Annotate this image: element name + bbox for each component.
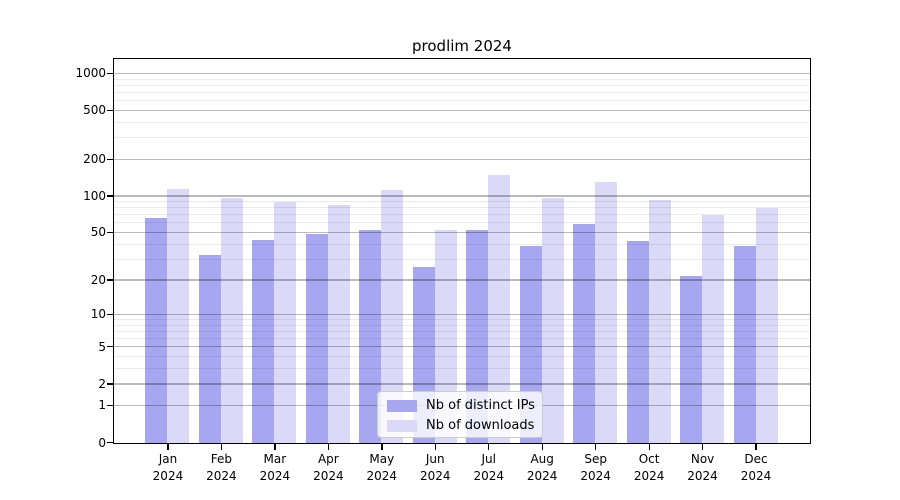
x-tick-label: Oct 2024 bbox=[633, 452, 665, 483]
y-tick-mark bbox=[107, 231, 113, 234]
x-tick-mark bbox=[274, 444, 276, 450]
x-tick-label: Jul 2024 bbox=[473, 452, 504, 483]
bar-ips-mar bbox=[252, 239, 275, 443]
y-tick-mark bbox=[107, 72, 113, 75]
y-tick-label: 50 bbox=[90, 225, 106, 240]
x-tick-label: Apr 2024 bbox=[313, 452, 344, 483]
y-tick-mark bbox=[107, 404, 113, 407]
x-tick-label: May 2024 bbox=[366, 452, 398, 483]
y-tick-label: 5 bbox=[98, 339, 106, 354]
bar-downloads-jul bbox=[488, 175, 511, 443]
bar-ips-may bbox=[359, 229, 382, 443]
y-tick-mark bbox=[107, 383, 113, 385]
bar-ips-sep bbox=[573, 224, 596, 443]
x-tick-label: Jun 2024 bbox=[419, 452, 451, 483]
bar-ips-jul bbox=[466, 229, 489, 443]
bar-downloads-may bbox=[381, 190, 404, 443]
y-tick-mark bbox=[107, 195, 113, 197]
y-tick-label: 0 bbox=[98, 435, 106, 450]
bar-ips-oct bbox=[626, 240, 649, 443]
x-tick-mark bbox=[701, 444, 704, 450]
y-tick-label: 2 bbox=[98, 376, 106, 391]
legend-label-distinct-ips: Nb of distinct IPs bbox=[426, 398, 535, 413]
bar-downloads-mar bbox=[274, 202, 297, 443]
y-tick-mark bbox=[107, 158, 113, 160]
legend-item-downloads: Nb of downloads bbox=[378, 416, 542, 436]
bar-downloads-nov bbox=[702, 215, 725, 443]
x-tick-mark bbox=[755, 444, 757, 450]
x-tick-label: Sep 2024 bbox=[580, 452, 611, 483]
bar-ips-dec bbox=[733, 245, 756, 443]
y-tick-mark bbox=[107, 346, 113, 348]
x-tick-mark bbox=[488, 444, 490, 450]
y-tick-label: 1 bbox=[98, 398, 106, 413]
y-tick-mark bbox=[107, 109, 113, 112]
bar-downloads-jun bbox=[434, 229, 457, 443]
legend-label-downloads: Nb of downloads bbox=[426, 418, 535, 433]
y-tick-label: 20 bbox=[90, 272, 106, 287]
y-tick-label: 500 bbox=[83, 103, 106, 118]
bar-ips-nov bbox=[680, 275, 703, 443]
x-tick-mark bbox=[595, 444, 597, 450]
bar-ips-feb bbox=[198, 254, 221, 443]
bar-downloads-sep bbox=[595, 181, 618, 443]
x-tick-mark bbox=[541, 444, 543, 450]
legend: Nb of distinct IPs Nb of downloads bbox=[377, 391, 543, 438]
y-tick-mark bbox=[107, 441, 113, 444]
y-tick-mark bbox=[107, 279, 113, 281]
x-tick-label: Feb 2024 bbox=[206, 452, 237, 483]
x-tick-mark bbox=[327, 444, 330, 450]
bar-downloads-apr bbox=[327, 205, 350, 443]
bar-downloads-oct bbox=[648, 199, 671, 443]
bar-ips-jan bbox=[145, 218, 168, 443]
x-tick-label: Aug 2024 bbox=[526, 452, 558, 483]
bars-layer bbox=[114, 59, 810, 443]
x-tick-label: Mar 2024 bbox=[259, 452, 291, 483]
bar-downloads-dec bbox=[755, 207, 778, 443]
y-tick-mark bbox=[107, 313, 113, 316]
legend-item-distinct-ips: Nb of distinct IPs bbox=[378, 396, 542, 416]
x-tick-label: Jan 2024 bbox=[152, 452, 184, 483]
x-tick-label: Dec 2024 bbox=[740, 452, 772, 483]
x-tick-mark bbox=[434, 444, 436, 450]
bar-downloads-aug bbox=[541, 197, 564, 443]
bar-downloads-jan bbox=[167, 188, 190, 443]
x-tick-mark bbox=[648, 444, 650, 450]
y-tick-label: 100 bbox=[83, 188, 106, 203]
y-tick-label: 1000 bbox=[75, 66, 106, 81]
chart-title: prodlim 2024 bbox=[412, 37, 512, 55]
legend-swatch-distinct-ips bbox=[387, 400, 417, 412]
y-tick-label: 10 bbox=[90, 307, 106, 322]
y-tick-label: 200 bbox=[83, 152, 106, 167]
plot-area bbox=[113, 58, 811, 444]
x-tick-mark bbox=[220, 444, 223, 450]
legend-swatch-downloads bbox=[387, 420, 417, 432]
bar-downloads-feb bbox=[220, 198, 243, 443]
x-tick-label: Nov 2024 bbox=[687, 452, 718, 483]
x-tick-mark bbox=[167, 444, 169, 450]
x-tick-mark bbox=[381, 444, 383, 450]
bar-ips-apr bbox=[305, 234, 328, 443]
